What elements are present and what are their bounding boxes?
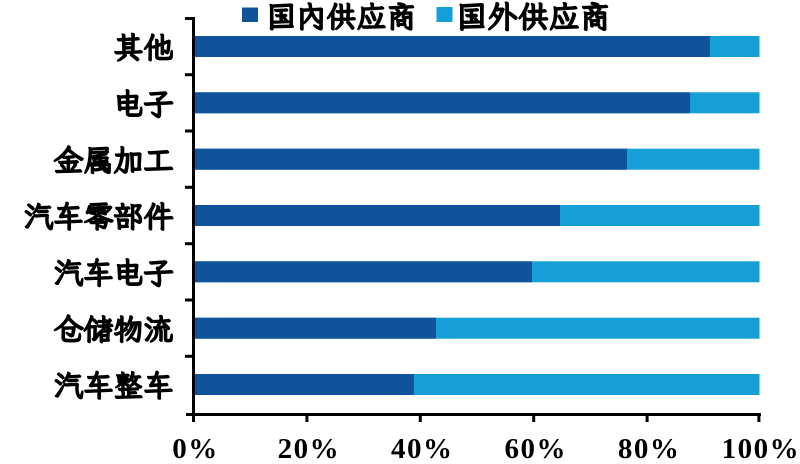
svg-text:20%: 20% <box>278 433 341 464</box>
svg-text:100%: 100% <box>722 433 800 464</box>
svg-text:40%: 40% <box>391 433 454 464</box>
svg-text:80%: 80% <box>618 433 681 464</box>
svg-text:60%: 60% <box>504 433 567 464</box>
svg-text:0%: 0% <box>172 433 219 464</box>
